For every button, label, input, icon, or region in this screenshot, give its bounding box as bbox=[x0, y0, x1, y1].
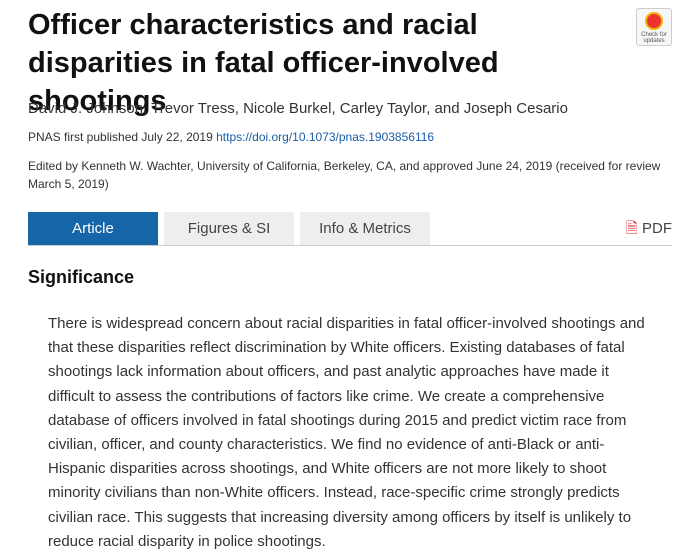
publication: PNAS first published July 22, 2019 https… bbox=[28, 130, 434, 144]
badge-text: Check for updates bbox=[641, 32, 667, 44]
pdf-label: PDF bbox=[642, 220, 672, 237]
edited: Edited by Kenneth W. Wachter, University… bbox=[28, 159, 661, 191]
check-updates-badge[interactable]: Check for updates bbox=[636, 8, 672, 46]
section-heading: Significance bbox=[28, 267, 135, 287]
title: Officer characteristics and racial dispa… bbox=[28, 9, 499, 117]
section-body: There is widespread concern about racial… bbox=[48, 315, 645, 550]
tab[interactable]: Info & Metrics bbox=[300, 212, 430, 245]
tab[interactable]: Article bbox=[28, 212, 158, 245]
published: PNAS first published July 22, 2019 bbox=[28, 130, 213, 144]
tab[interactable]: Figures & SI bbox=[164, 212, 294, 245]
authors: David J. Johnson, Trevor Tress, Nicole B… bbox=[28, 100, 568, 117]
tabs: Article Figures & SI Info & Metrics 🗎 PD… bbox=[28, 212, 672, 246]
doi-link[interactable]: https://doi.org/10.1073/pnas.1903856116 bbox=[216, 130, 435, 144]
pdf-link[interactable]: 🗎 PDF bbox=[625, 220, 672, 237]
